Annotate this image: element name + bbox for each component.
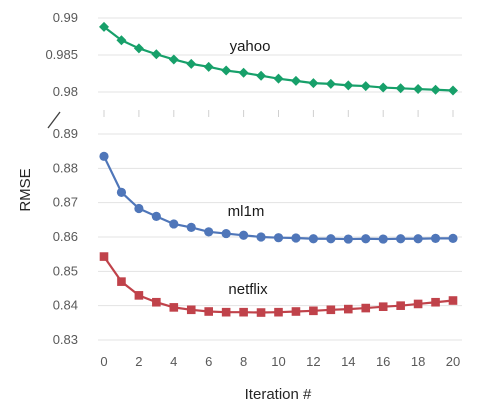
y-tick-label: 0.83 — [53, 332, 78, 347]
data-point-ml1m — [378, 234, 388, 244]
data-point-ml1m — [169, 219, 179, 229]
data-point-ml1m — [221, 228, 231, 239]
x-tick-label: 16 — [376, 354, 390, 369]
data-point-yahoo — [151, 49, 162, 60]
series-label-ml1m: ml1m — [228, 203, 265, 220]
data-point-ml1m — [396, 234, 406, 244]
data-point-ml1m — [291, 233, 301, 243]
data-point-ml1m — [448, 233, 458, 243]
y-tick-label: 0.84 — [53, 298, 78, 313]
series-label-yahoo: yahoo — [230, 38, 271, 55]
series-layer — [99, 21, 458, 317]
data-point-netflix — [448, 296, 458, 305]
data-point-netflix — [413, 299, 423, 309]
data-point-netflix — [152, 297, 161, 307]
data-point-yahoo — [168, 54, 179, 65]
data-point-ml1m — [326, 234, 336, 244]
x-tick-label: 14 — [341, 354, 355, 369]
data-point-yahoo — [360, 81, 371, 92]
data-point-netflix — [117, 277, 126, 286]
data-point-netflix — [361, 303, 371, 313]
data-point-ml1m — [308, 234, 318, 244]
data-point-ml1m — [239, 230, 249, 240]
tick-labels: 0.98 0.985 0.99 0.83 0.84 0.85 0.86 0.87 0.88 0.8… — [45, 10, 460, 369]
data-point-netflix — [396, 301, 405, 310]
data-point-netflix — [239, 307, 248, 317]
x-tick-label: 4 — [170, 354, 177, 369]
y-tick-label: 0.87 — [53, 195, 78, 210]
data-point-ml1m — [186, 222, 196, 232]
y-tick-label: 0.85 — [53, 263, 78, 278]
data-point-yahoo — [308, 78, 319, 89]
data-point-ml1m — [134, 203, 144, 214]
data-point-netflix — [186, 305, 196, 315]
data-point-yahoo — [413, 84, 424, 95]
data-point-yahoo — [256, 70, 267, 81]
y-tick-label: 0.88 — [53, 160, 78, 175]
data-point-yahoo — [221, 65, 232, 76]
axis-break-mark — [47, 111, 61, 129]
data-point-yahoo — [186, 58, 197, 69]
series-labels: yahoo ml1m netflix — [228, 38, 271, 298]
data-point-ml1m — [430, 233, 441, 243]
data-point-netflix — [99, 252, 109, 261]
data-point-yahoo — [116, 35, 127, 46]
data-point-netflix — [344, 304, 353, 314]
x-tick-label: 12 — [306, 354, 320, 369]
data-point-yahoo — [203, 61, 214, 72]
y-tick-label: 0.98 — [53, 84, 78, 99]
data-point-yahoo — [343, 80, 354, 91]
x-tick-label: 20 — [446, 354, 460, 369]
data-point-yahoo — [395, 83, 406, 94]
data-point-netflix — [378, 302, 388, 311]
y-tick-label: 0.985 — [45, 47, 78, 62]
x-tick-label: 6 — [205, 354, 212, 369]
data-point-ml1m — [204, 227, 214, 237]
data-point-yahoo — [133, 43, 144, 54]
data-point-ml1m — [273, 233, 284, 243]
y-tick-label: 0.89 — [53, 126, 78, 141]
data-point-yahoo — [290, 75, 301, 86]
y-tick-label: 0.99 — [53, 10, 78, 25]
data-point-ml1m — [116, 187, 127, 197]
data-point-ml1m — [151, 211, 161, 221]
data-point-netflix — [431, 297, 440, 307]
x-axis-title: Iteration # — [245, 386, 312, 403]
data-point-yahoo — [378, 82, 389, 93]
data-point-yahoo — [238, 67, 249, 78]
data-point-ml1m — [343, 234, 353, 244]
data-point-netflix — [204, 307, 213, 316]
data-point-netflix — [291, 307, 301, 316]
x-tick-label: 18 — [411, 354, 425, 369]
data-point-netflix — [221, 307, 231, 317]
x-tick-label: 8 — [240, 354, 247, 369]
data-point-yahoo — [448, 85, 458, 96]
data-point-netflix — [256, 308, 266, 317]
data-point-netflix — [134, 291, 144, 300]
data-point-yahoo — [273, 73, 284, 84]
data-point-netflix — [274, 307, 283, 317]
data-point-yahoo — [99, 21, 109, 32]
data-point-ml1m — [413, 234, 423, 244]
data-point-netflix — [326, 305, 336, 315]
data-point-netflix — [169, 303, 179, 312]
series-label-netflix: netflix — [228, 281, 268, 298]
data-point-yahoo — [325, 78, 336, 89]
x-tick-label: 0 — [100, 354, 107, 369]
y-axis-title: RMSE — [17, 168, 34, 211]
data-point-ml1m — [256, 232, 266, 242]
data-point-ml1m — [361, 234, 371, 244]
data-point-ml1m — [99, 151, 109, 161]
data-point-yahoo — [430, 84, 441, 95]
x-tick-label: 2 — [135, 354, 142, 369]
grid-lines — [98, 17, 462, 341]
data-point-netflix — [309, 306, 318, 316]
x-tick-label: 10 — [271, 354, 285, 369]
y-tick-label: 0.86 — [53, 229, 78, 244]
